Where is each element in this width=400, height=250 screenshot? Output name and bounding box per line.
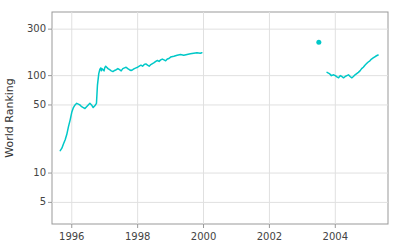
x-tick-label: 2002 bbox=[257, 231, 282, 242]
x-grid-line bbox=[335, 12, 336, 224]
y-tick bbox=[48, 29, 52, 30]
x-tick bbox=[137, 224, 138, 228]
y-tick-label: 100 bbox=[27, 70, 46, 81]
x-tick-label: 2000 bbox=[191, 231, 216, 242]
y-grid-line bbox=[52, 29, 388, 30]
y-grid-line bbox=[52, 173, 388, 174]
y-tick bbox=[48, 202, 52, 203]
y-tick bbox=[48, 75, 52, 76]
x-tick bbox=[203, 224, 204, 228]
y-grid-line bbox=[52, 75, 388, 76]
y-axis-label: World Ranking bbox=[3, 78, 16, 158]
x-grid-line bbox=[71, 12, 72, 224]
y-tick-label: 10 bbox=[33, 167, 46, 178]
series-group bbox=[60, 40, 378, 151]
x-tick-label: 1996 bbox=[59, 231, 84, 242]
x-tick bbox=[335, 224, 336, 228]
x-tick bbox=[269, 224, 270, 228]
line bbox=[327, 55, 378, 78]
y-grid-line bbox=[52, 202, 388, 203]
x-grid-line bbox=[203, 12, 204, 224]
y-tick bbox=[48, 104, 52, 105]
x-tick-label: 1998 bbox=[125, 231, 150, 242]
x-grid-line bbox=[269, 12, 270, 224]
x-tick-label: 2004 bbox=[323, 231, 348, 242]
x-tick bbox=[71, 224, 72, 228]
y-tick-label: 300 bbox=[27, 23, 46, 34]
plot-frame bbox=[52, 12, 388, 224]
line bbox=[60, 53, 202, 151]
grid bbox=[52, 12, 388, 224]
point bbox=[316, 40, 321, 45]
y-grid-line bbox=[52, 104, 388, 105]
page: {"chart_data": {"type": "line", "ylabel"… bbox=[0, 0, 400, 250]
y-tick-label: 50 bbox=[33, 99, 46, 110]
x-grid-line bbox=[137, 12, 138, 224]
y-tick-label: 5 bbox=[40, 196, 46, 207]
chart: 5 10 50 100 300 1996 1998 2000 2002 2004 World Ran… bbox=[0, 0, 400, 250]
y-tick bbox=[48, 173, 52, 174]
axes: 5 10 50 100 300 1996 1998 2000 2002 2004 bbox=[27, 23, 348, 242]
